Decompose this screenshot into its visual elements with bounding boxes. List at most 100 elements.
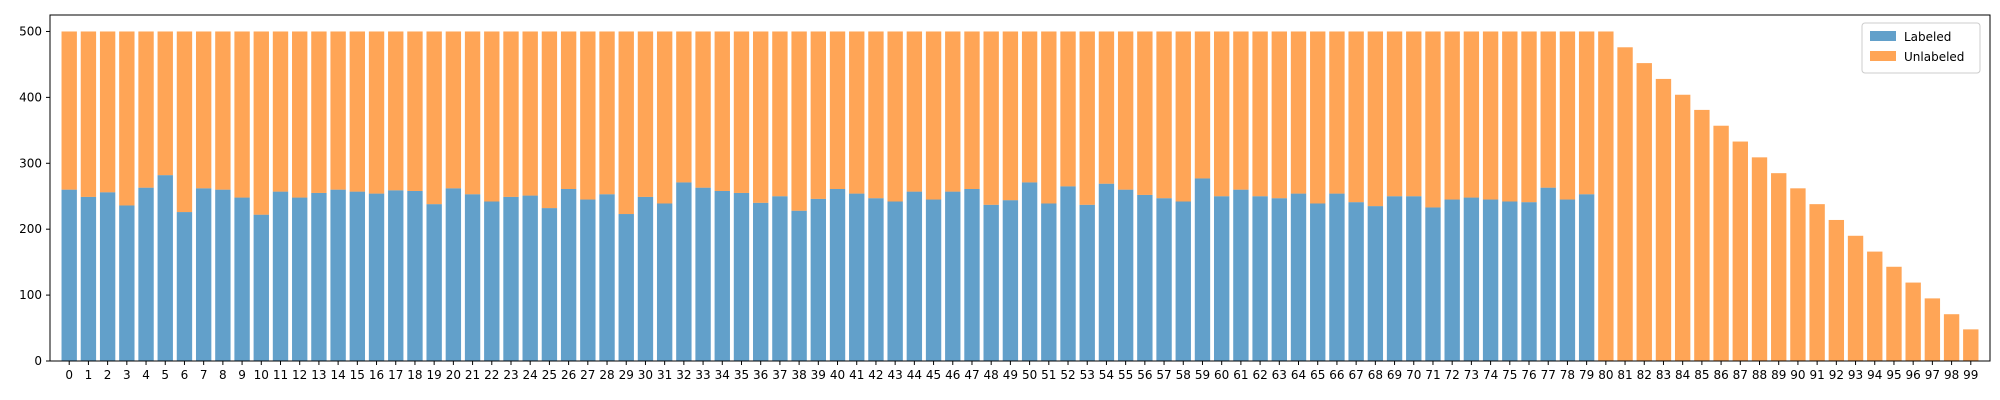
bar-labeled-0: [61, 189, 77, 361]
bar-unlabeled-88: [1751, 157, 1768, 361]
bar-unlabeled-14: [330, 31, 346, 190]
bar-labeled-57: [1156, 198, 1172, 361]
bar-unlabeled-65: [1310, 31, 1326, 204]
bar-labeled-66: [1329, 193, 1345, 361]
bar-labeled-29: [618, 214, 634, 361]
x-tick-label: 14: [330, 368, 345, 382]
x-tick-label: 55: [1118, 368, 1133, 382]
x-tick-label: 32: [676, 368, 691, 382]
bar-unlabeled-54: [1098, 31, 1115, 184]
bar-labeled-78: [1559, 199, 1576, 361]
x-tick-label: 12: [292, 368, 307, 382]
bar-unlabeled-96: [1905, 282, 1921, 361]
bar-unlabeled-20: [445, 31, 462, 189]
bar-labeled-62: [1252, 196, 1268, 361]
x-tick-label: 47: [964, 368, 979, 382]
bar-labeled-63: [1271, 198, 1287, 361]
bar-labeled-23: [503, 196, 519, 361]
bar-labeled-16: [368, 193, 385, 361]
x-tick-label: 15: [350, 368, 365, 382]
bar-labeled-48: [983, 204, 999, 361]
bar-unlabeled-5: [157, 31, 173, 176]
bar-unlabeled-60: [1214, 31, 1230, 197]
x-tick-label: 71: [1425, 368, 1440, 382]
bar-unlabeled-63: [1271, 31, 1287, 199]
bar-unlabeled-73: [1463, 31, 1480, 198]
bar-labeled-52: [1060, 186, 1076, 361]
bar-unlabeled-11: [272, 31, 289, 192]
x-tick-label: 40: [830, 368, 845, 382]
x-tick-label: 23: [503, 368, 518, 382]
bar-unlabeled-53: [1079, 31, 1095, 205]
x-tick-label: 62: [1252, 368, 1267, 382]
bar-labeled-70: [1406, 196, 1422, 361]
bar-labeled-54: [1098, 183, 1115, 361]
bar-labeled-9: [234, 197, 250, 361]
bar-unlabeled-31: [656, 31, 673, 204]
bar-unlabeled-21: [464, 31, 481, 195]
bar-labeled-26: [560, 188, 577, 361]
bar-labeled-77: [1540, 187, 1556, 361]
bar-unlabeled-86: [1713, 125, 1729, 361]
bar-labeled-59: [1194, 178, 1211, 361]
bar-labeled-36: [753, 202, 769, 361]
bar-labeled-43: [887, 201, 903, 361]
bar-labeled-60: [1214, 196, 1230, 361]
x-tick-label: 74: [1483, 368, 1498, 382]
x-tick-label: 96: [1906, 368, 1921, 382]
x-tick-label: 0: [65, 368, 73, 382]
x-tick-label: 26: [561, 368, 576, 382]
bar-unlabeled-36: [753, 31, 769, 203]
legend-swatch-labeled: [1870, 31, 1896, 41]
bar-labeled-14: [330, 189, 346, 361]
x-tick-label: 6: [181, 368, 189, 382]
bar-unlabeled-78: [1559, 31, 1576, 200]
bar-labeled-15: [349, 191, 366, 361]
y-tick-label: 200: [19, 222, 42, 236]
bar-unlabeled-29: [618, 31, 634, 215]
bar-labeled-1: [80, 196, 97, 361]
x-tick-label: 48: [984, 368, 999, 382]
bar-unlabeled-66: [1329, 31, 1345, 194]
bar-unlabeled-93: [1847, 235, 1864, 361]
bar-unlabeled-69: [1386, 31, 1403, 197]
x-tick-label: 67: [1348, 368, 1363, 382]
bar-unlabeled-45: [925, 31, 942, 200]
bar-unlabeled-17: [388, 31, 404, 191]
bar-labeled-46: [945, 191, 961, 361]
bar-unlabeled-3: [119, 31, 135, 206]
x-tick-label: 63: [1272, 368, 1287, 382]
bar-labeled-35: [733, 192, 750, 361]
x-tick-label: 7: [200, 368, 208, 382]
x-tick-label: 35: [734, 368, 749, 382]
y-axis: 0 100 200 300 400 500: [19, 24, 50, 368]
x-tick-label: 73: [1464, 368, 1479, 382]
bar-labeled-41: [849, 193, 865, 361]
bar-unlabeled-48: [983, 31, 999, 205]
bar-unlabeled-47: [964, 31, 980, 189]
bar-unlabeled-37: [772, 31, 788, 197]
x-tick-label: 3: [123, 368, 131, 382]
bar-unlabeled-58: [1175, 31, 1191, 202]
x-tick-label: 36: [753, 368, 768, 382]
bar-unlabeled-9: [234, 31, 250, 198]
bar-unlabeled-90: [1790, 188, 1806, 361]
bar-unlabeled-99: [1963, 329, 1979, 361]
plot-frame: [49, 14, 1991, 362]
bar-unlabeled-50: [1021, 31, 1038, 183]
bar-unlabeled-0: [61, 31, 77, 190]
bar-labeled-34: [714, 190, 730, 361]
bar-labeled-61: [1233, 189, 1249, 361]
x-tick-label: 85: [1694, 368, 1709, 382]
x-tick-label: 87: [1733, 368, 1748, 382]
bar-unlabeled-1: [80, 31, 97, 197]
bar-labeled-67: [1348, 202, 1364, 361]
x-tick-label: 33: [695, 368, 710, 382]
legend-label-unlabeled: Unlabeled: [1904, 50, 1964, 64]
bar-unlabeled-72: [1444, 31, 1460, 200]
bar-unlabeled-43: [887, 31, 903, 202]
bar-unlabeled-13: [311, 31, 327, 193]
bar-unlabeled-76: [1521, 31, 1537, 203]
x-tick-label: 46: [945, 368, 960, 382]
x-tick-label: 61: [1233, 368, 1248, 382]
